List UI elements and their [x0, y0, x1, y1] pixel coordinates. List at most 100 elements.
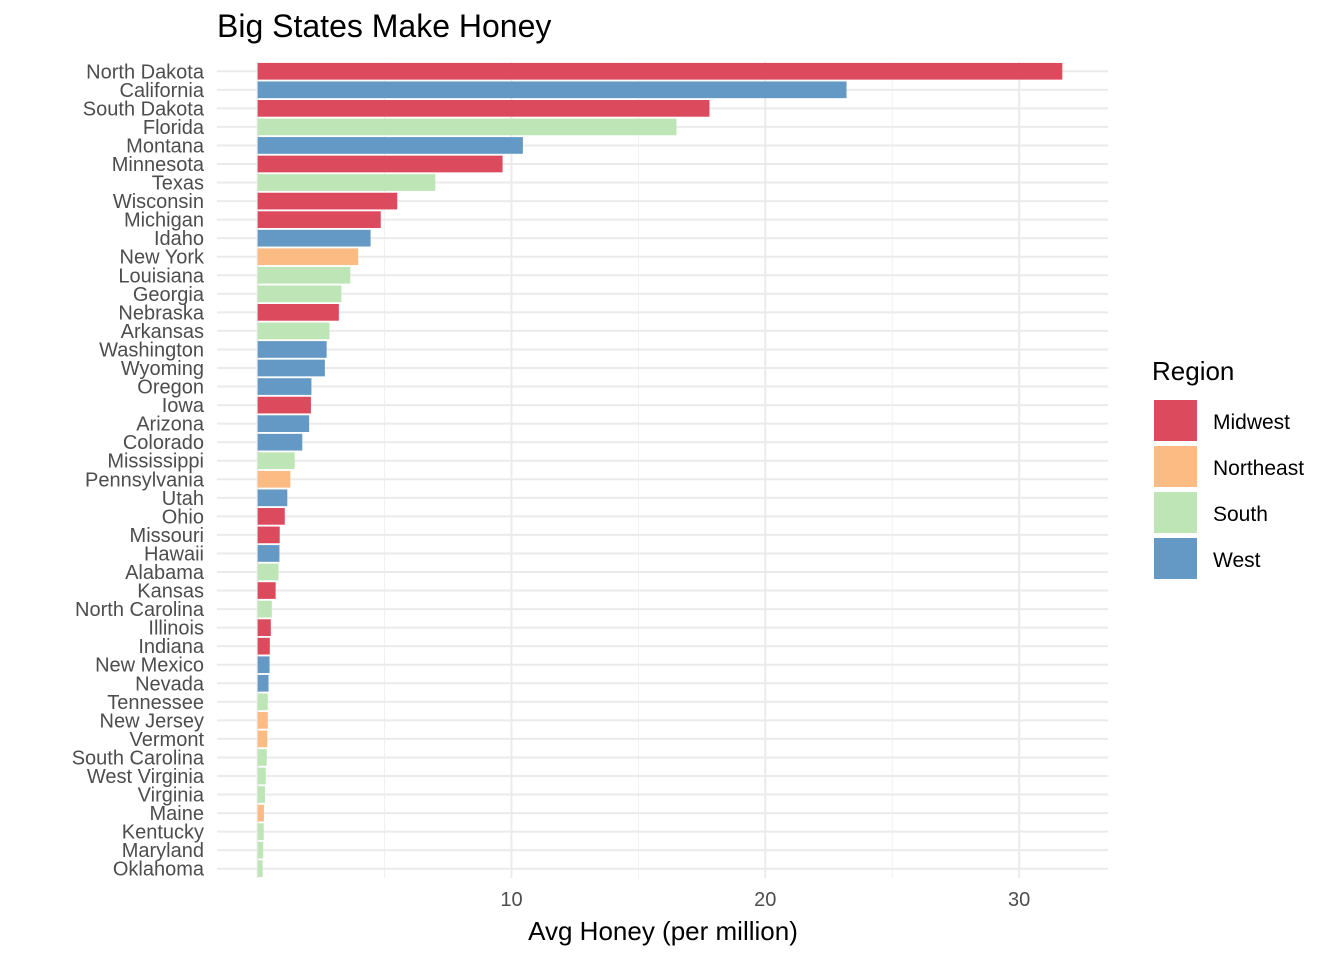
y-tick-label: Nevada [135, 673, 205, 695]
y-tick-label: West Virginia [87, 766, 205, 788]
y-tick-label: Nebraska [118, 302, 204, 324]
bar-vermont [257, 730, 268, 748]
y-tick-label: New Mexico [95, 655, 204, 677]
y-tick-label: Colorado [123, 432, 204, 454]
y-tick-label: Indiana [138, 636, 204, 658]
bar-nebraska [257, 304, 339, 321]
bar-missouri [257, 526, 280, 544]
bar-mississippi [257, 452, 295, 470]
y-tick-label: Texas [152, 173, 204, 195]
y-tick-label: Utah [162, 488, 204, 510]
x-axis-title: Avg Honey (per million) [528, 916, 798, 946]
legend: Region Midwest Northeast South West [1152, 356, 1304, 579]
y-tick-label: Idaho [154, 228, 204, 250]
y-tick-label: Montana [126, 135, 205, 157]
bar-wisconsin [257, 192, 398, 210]
y-tick-label: Washington [99, 339, 204, 361]
y-tick-label: California [120, 80, 205, 102]
bar-florida [257, 118, 677, 136]
bar-arizona [257, 415, 310, 432]
x-tick-label: 30 [1008, 889, 1030, 911]
y-tick-label: Alabama [125, 562, 205, 584]
y-tick-label: Maryland [122, 840, 204, 862]
y-tick-label: Arizona [136, 414, 205, 436]
y-tick-label: Ohio [162, 506, 204, 528]
bar-colorado [257, 433, 303, 451]
bar-virginia [257, 786, 265, 803]
y-tick-label: Oklahoma [113, 859, 205, 881]
bar-oklahoma [257, 860, 263, 878]
y-tick-label: Maine [150, 803, 204, 825]
bar-texas [257, 174, 436, 191]
y-tick-label: South Carolina [72, 747, 205, 769]
x-tick-label: 20 [754, 889, 776, 911]
bar-oregon [257, 378, 312, 395]
bar-maryland [257, 841, 264, 859]
y-tick-label: Illinois [148, 618, 204, 640]
bar-west-virginia [257, 767, 266, 785]
y-tick-label: New York [120, 247, 205, 269]
legend-key-northeast [1154, 446, 1197, 487]
bar-minnesota [257, 155, 503, 173]
bars [257, 62, 1063, 878]
y-tick-label: Georgia [133, 284, 205, 306]
bar-kansas [257, 582, 276, 599]
legend-label-northeast: Northeast [1213, 457, 1304, 480]
bar-north-dakota [257, 62, 1063, 80]
bar-alabama [257, 563, 279, 581]
bar-louisiana [257, 266, 351, 284]
legend-key-west [1154, 538, 1197, 579]
bar-indiana [257, 637, 270, 655]
y-tick-label: Vermont [130, 729, 205, 751]
y-tick-label: Kansas [137, 581, 204, 603]
bar-nevada [257, 674, 269, 692]
legend-key-south [1154, 492, 1197, 533]
legend-key-midwest [1154, 400, 1197, 441]
y-tick-label: Florida [143, 117, 205, 139]
y-tick-label: Virginia [138, 785, 205, 807]
bar-idaho [257, 229, 371, 247]
bar-tennessee [257, 693, 268, 711]
bar-utah [257, 489, 288, 507]
bar-hawaii [257, 545, 280, 562]
chart-title: Big States Make Honey [217, 8, 552, 44]
bar-california [257, 81, 847, 99]
bar-north-carolina [257, 600, 272, 618]
y-tick-label: South Dakota [83, 98, 205, 120]
legend-title: Region [1152, 356, 1234, 386]
y-tick-label: Mississippi [107, 451, 204, 473]
bar-michigan [257, 211, 381, 228]
bar-pennsylvania [257, 470, 291, 488]
bar-maine [257, 804, 264, 822]
y-tick-label: New Jersey [100, 710, 204, 732]
y-tick-label: Hawaii [144, 543, 204, 565]
bar-kentucky [257, 823, 264, 840]
y-tick-label: Wyoming [121, 358, 204, 380]
bar-montana [257, 137, 523, 154]
y-tick-label: Michigan [124, 210, 204, 232]
bar-new-york [257, 248, 359, 266]
bar-south-carolina [257, 749, 267, 766]
y-tick-label: Oregon [137, 377, 204, 399]
y-tick-label: Minnesota [112, 154, 205, 176]
bar-georgia [257, 285, 342, 303]
y-tick-label: Iowa [162, 395, 205, 417]
y-tick-label: Missouri [130, 525, 204, 547]
bar-south-dakota [257, 100, 710, 117]
y-tick-label: Louisiana [118, 265, 205, 287]
x-tick-labels: 10 20 30 [500, 889, 1030, 911]
x-tick-label: 10 [500, 889, 522, 911]
bar-wyoming [257, 359, 325, 377]
y-tick-label: Arkansas [121, 321, 204, 343]
y-tick-label: Wisconsin [113, 191, 204, 213]
legend-label-midwest: Midwest [1213, 411, 1290, 434]
bar-ohio [257, 508, 285, 525]
legend-label-west: West [1213, 549, 1261, 572]
y-tick-label: North Dakota [86, 61, 205, 83]
bar-arkansas [257, 322, 330, 340]
legend-label-south: South [1213, 503, 1268, 526]
y-tick-label: Pennsylvania [85, 469, 205, 491]
